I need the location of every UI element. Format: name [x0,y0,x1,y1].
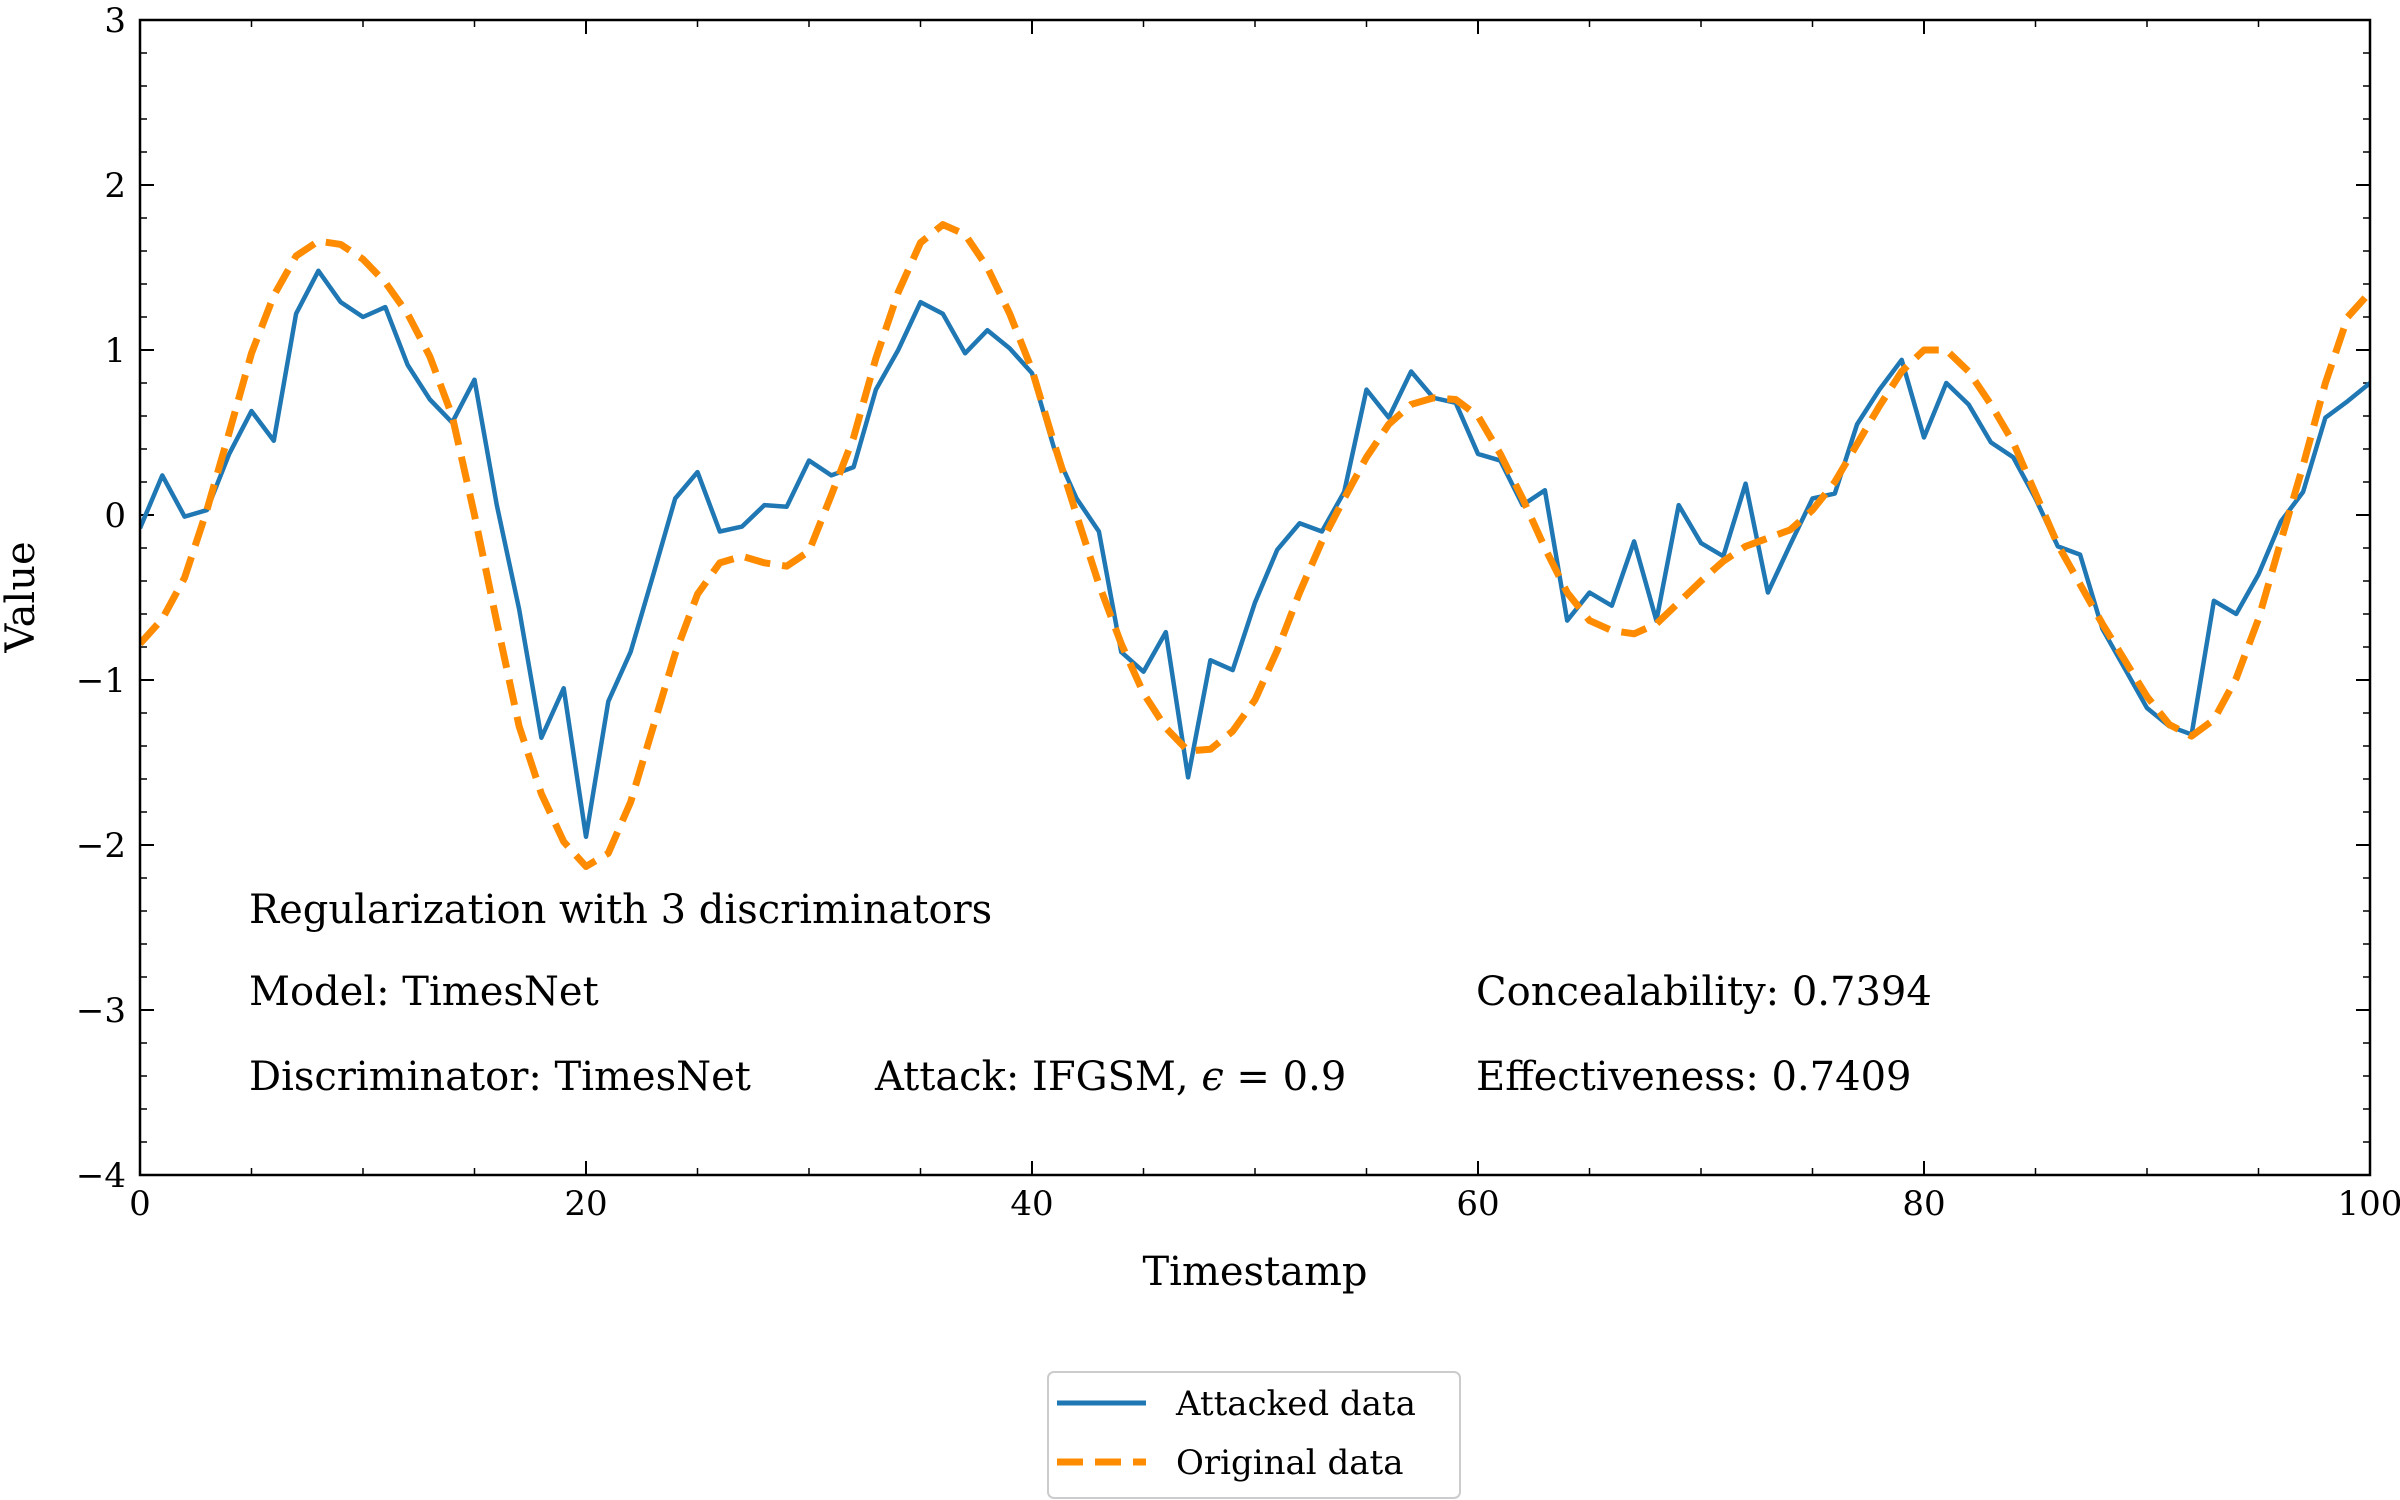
legend-label-attacked: Attacked data [1175,1384,1416,1424]
series-layer [140,221,2370,870]
tick-labels: 0 20 40 60 80 100 −4 −3 −2 −1 0 1 2 3 [76,1,2400,1224]
x-tick-label-2: 40 [1010,1184,1053,1224]
series-line-attacked [140,268,2370,839]
y-tick-label-4: 0 [104,496,126,536]
x-axis-title: Timestamp [1142,1249,1367,1295]
legend: Attacked data Original data [1047,1371,1461,1499]
legend-box [1047,1371,1461,1499]
annotation-concealability: Concealability: 0.7394 [1476,969,1932,1015]
annotation-title: Regularization with 3 discriminators [249,887,992,933]
series-line-original [140,221,2370,870]
y-tick-label-3: −1 [76,661,126,701]
annotation-attack: Attack: IFGSM, ϵ = 0.9 [874,1054,1346,1100]
x-tick-label-4: 80 [1902,1184,1945,1224]
annotation-attack-prefix: Attack: IFGSM, [874,1054,1201,1100]
x-tick-label-3: 60 [1456,1184,1499,1224]
x-tick-label-0: 0 [129,1184,151,1224]
x-tick-label-1: 20 [564,1184,607,1224]
annotation-effectiveness: Effectiveness: 0.7409 [1476,1054,1911,1100]
y-tick-label-6: 2 [104,166,126,206]
legend-label-original: Original data [1176,1443,1403,1483]
y-tick-label-2: −2 [76,826,126,866]
plot-frame [138,18,2372,1177]
x-tick-label-5: 100 [2338,1184,2400,1224]
annotation-model: Model: TimesNet [249,969,599,1015]
annotation-attack-suffix: = 0.9 [1224,1054,1347,1100]
y-axis-title: Value [0,541,44,653]
y-tick-label-0: −4 [76,1156,126,1196]
y-tick-label-7: 3 [104,1,126,41]
annotation-attack-symbol: ϵ [1201,1054,1223,1100]
y-tick-label-5: 1 [104,331,126,371]
annotation-discriminator: Discriminator: TimesNet [249,1054,751,1100]
y-tick-label-1: −3 [76,991,126,1031]
